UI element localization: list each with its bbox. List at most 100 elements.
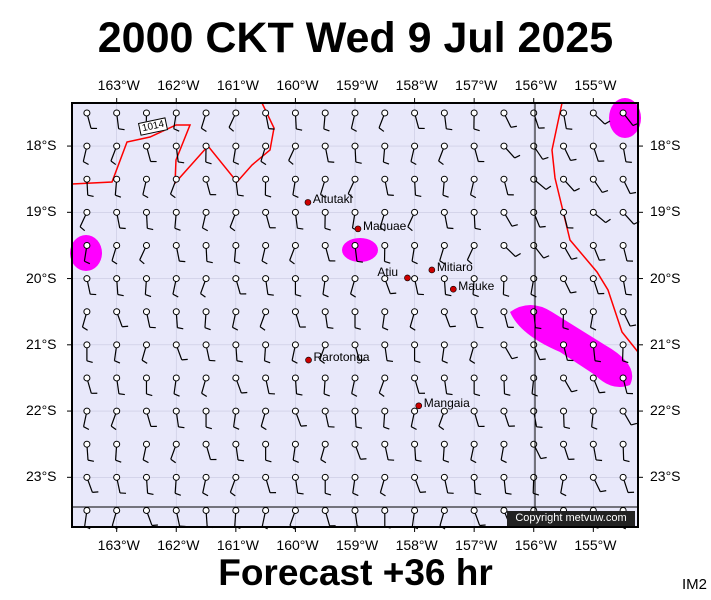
wind-barb bbox=[619, 374, 633, 395]
wind-barb bbox=[262, 208, 276, 229]
wind-barb bbox=[378, 109, 389, 132]
lon-label-top: 156°W bbox=[514, 77, 557, 93]
wind-barb bbox=[83, 241, 91, 265]
lon-label-top: 160°W bbox=[276, 77, 319, 93]
lon-label-top: 163°W bbox=[97, 77, 140, 93]
wind-barb bbox=[589, 473, 607, 493]
wind-barb bbox=[200, 275, 210, 298]
wind-barb bbox=[82, 407, 91, 431]
wind-barb bbox=[83, 109, 98, 130]
city-label: Mitiaro bbox=[436, 259, 473, 274]
wind-barb bbox=[321, 208, 331, 231]
wind-barb bbox=[589, 208, 611, 224]
wind-barb bbox=[113, 374, 125, 396]
wind-barb bbox=[411, 440, 422, 462]
lat-label-right: 22°S bbox=[650, 402, 681, 419]
wind-barb bbox=[378, 374, 389, 397]
wind-barb bbox=[351, 241, 363, 263]
wind-barb bbox=[110, 142, 121, 166]
wind-barb bbox=[589, 308, 597, 331]
wind-barb bbox=[142, 407, 157, 428]
lon-label-top: 155°W bbox=[574, 77, 617, 93]
wind-barb bbox=[321, 308, 334, 329]
wind-barb bbox=[321, 142, 335, 163]
wind-barb bbox=[232, 175, 244, 197]
wind-barb bbox=[438, 142, 448, 166]
wind-barb bbox=[351, 440, 367, 460]
wind-barb bbox=[500, 142, 521, 159]
wind-barb bbox=[469, 175, 478, 199]
wind-barb bbox=[172, 142, 185, 164]
wind-barb bbox=[381, 275, 397, 295]
wind-barb bbox=[291, 308, 306, 328]
lon-label-bottom: 160°W bbox=[276, 537, 319, 553]
wind-barb bbox=[560, 407, 571, 430]
wind-barb bbox=[589, 341, 602, 363]
lat-label-right: 21°S bbox=[650, 335, 681, 352]
lon-label-top: 158°W bbox=[395, 77, 438, 93]
wind-barb bbox=[262, 175, 272, 198]
city-dot bbox=[354, 225, 362, 233]
wind-barb bbox=[500, 208, 518, 227]
wind-barb bbox=[232, 440, 245, 462]
wind-barb bbox=[560, 109, 573, 130]
wind-barb bbox=[111, 241, 121, 265]
wind-barb bbox=[619, 341, 629, 364]
wind-barb bbox=[619, 142, 632, 163]
city-dot bbox=[450, 285, 457, 293]
wind-barb bbox=[172, 308, 184, 330]
wind-barb bbox=[321, 241, 336, 262]
wind-barb bbox=[619, 109, 639, 127]
isobar-line bbox=[71, 102, 275, 186]
wind-barb bbox=[410, 142, 419, 166]
wind-barb bbox=[500, 275, 510, 297]
wind-barb bbox=[410, 407, 419, 431]
wind-barb bbox=[172, 374, 180, 397]
wind-barb bbox=[232, 142, 240, 165]
wind-barb bbox=[139, 241, 150, 265]
wind-barb bbox=[351, 142, 362, 164]
wind-barb bbox=[232, 241, 241, 265]
wind-barb bbox=[113, 275, 124, 297]
wind-barb bbox=[142, 142, 157, 163]
wind-barb bbox=[113, 175, 122, 198]
wind-barb bbox=[260, 142, 270, 166]
wind-barb bbox=[289, 241, 299, 265]
isobar-line bbox=[551, 102, 639, 353]
wind-barb bbox=[589, 175, 609, 194]
wind-barb bbox=[142, 473, 154, 496]
wind-barb bbox=[470, 506, 486, 527]
copyright-notice: Copyright metvuw.com bbox=[507, 511, 635, 526]
wind-barb bbox=[470, 473, 482, 496]
wind-barb bbox=[79, 208, 91, 232]
wind-barb bbox=[381, 175, 394, 196]
wind-barb bbox=[172, 275, 180, 298]
wind-barb bbox=[560, 241, 578, 260]
lat-label-left: 18°S bbox=[26, 137, 57, 154]
wind-barb bbox=[291, 407, 307, 427]
wind-barb bbox=[500, 374, 511, 396]
wind-barb bbox=[259, 308, 270, 331]
wind-barb bbox=[110, 407, 121, 431]
wind-barb bbox=[201, 374, 210, 397]
wind-barb bbox=[262, 109, 275, 130]
lon-label-top: 162°W bbox=[157, 77, 200, 93]
wind-barb bbox=[202, 473, 210, 497]
city-label: Manuae bbox=[362, 218, 407, 233]
wind-barb bbox=[470, 208, 481, 231]
wind-barb bbox=[560, 374, 578, 393]
wind-barb bbox=[470, 308, 484, 329]
wind-barb bbox=[202, 341, 216, 362]
wind-barb bbox=[291, 440, 299, 463]
wind-barb bbox=[262, 341, 271, 364]
wind-barb bbox=[351, 341, 366, 361]
lon-label-top: 161°W bbox=[216, 77, 259, 93]
wind-barb bbox=[381, 142, 390, 165]
wind-barb bbox=[291, 109, 303, 131]
wind-barb bbox=[262, 440, 272, 463]
wind-barb bbox=[228, 109, 240, 132]
wind-barb bbox=[440, 308, 456, 328]
wind-barb bbox=[202, 142, 212, 165]
wind-barb bbox=[202, 175, 217, 196]
wind-barb bbox=[589, 374, 606, 394]
